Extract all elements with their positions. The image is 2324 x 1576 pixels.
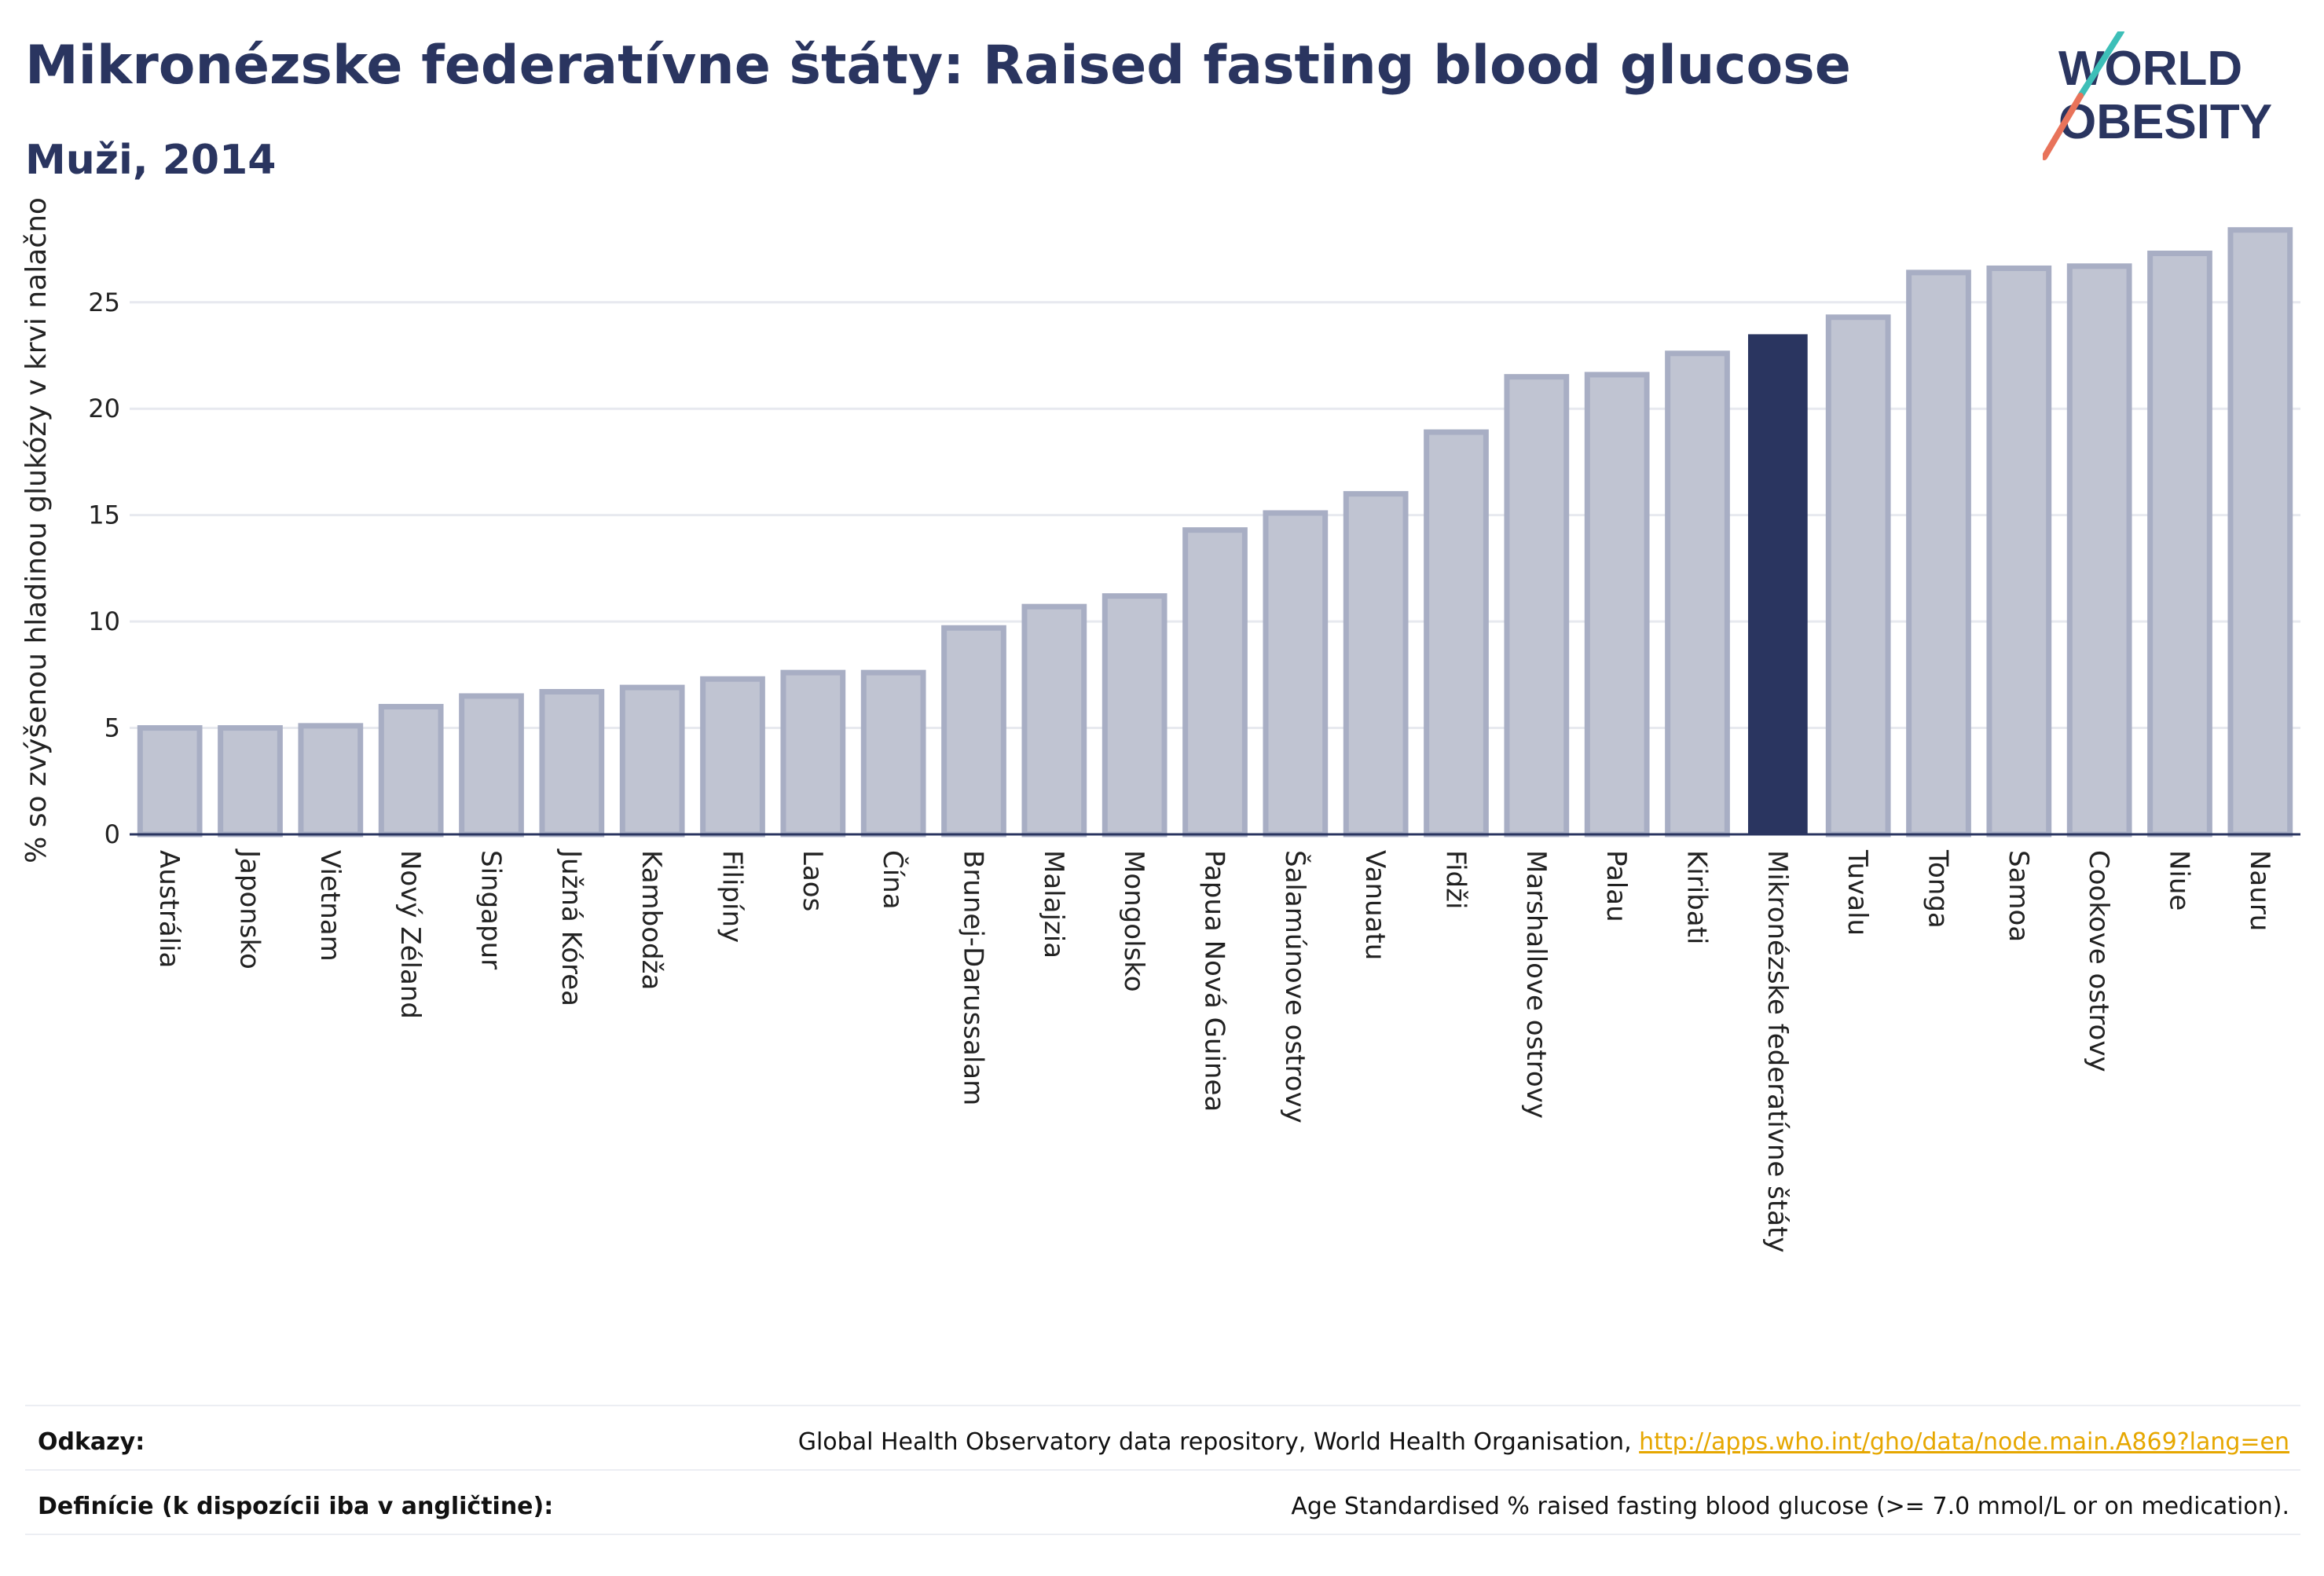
sources-link[interactable]: http://apps.who.int/gho/data/node.main.A… — [1639, 1428, 2289, 1456]
x-tick-label: Mikronézske federatívne štáty — [1761, 850, 1793, 1252]
x-tick-label: Filipíny — [717, 850, 748, 943]
y-tick-label: 15 — [88, 500, 120, 530]
chart-subtitle: Muži, 2014 — [25, 137, 277, 184]
bar — [1665, 350, 1730, 837]
y-tick-label: 25 — [88, 288, 120, 317]
bar — [459, 693, 524, 837]
sources-label: Odkazy: — [38, 1428, 145, 1456]
bar — [700, 676, 765, 837]
y-axis-label: % so zvýšenou hladinou glukózy v krvi na… — [20, 197, 53, 863]
sources-description: Global Health Observatory data repositor… — [797, 1428, 1640, 1456]
x-tick-label: Malajzia — [1038, 850, 1069, 958]
y-tick-label: 5 — [104, 713, 120, 743]
x-tick-label: Cookove ostrovy — [2083, 850, 2114, 1072]
bar — [780, 669, 846, 837]
x-tick-label: Južná Kórea — [555, 848, 587, 1006]
x-tick-label: Palau — [1600, 850, 1632, 922]
bar — [2227, 227, 2293, 837]
bar — [1182, 527, 1248, 837]
x-tick-label: Nauru — [2244, 850, 2275, 931]
sources-text: Global Health Observatory data repositor… — [798, 1428, 2289, 1456]
bar-highlighted — [1747, 334, 1808, 834]
x-tick-label: Čína — [877, 850, 909, 910]
footer-divider-top — [25, 1405, 2300, 1406]
bar-chart: 0 5 10 15 20 25 % so zvýšenou hladinou glukózy… — [20, 197, 2300, 1252]
definitions-text: Age Standardised % raised fasting blood … — [1291, 1493, 2289, 1520]
x-tick-label: Nový Zéland — [394, 850, 426, 1019]
bar — [1584, 372, 1650, 837]
bar — [619, 684, 685, 837]
x-tick-label: Laos — [797, 850, 828, 911]
x-tick-label: Mongolsko — [1118, 850, 1149, 992]
bar — [539, 689, 605, 837]
bar — [218, 725, 283, 837]
x-tick-label: Tuvalu — [1842, 849, 1873, 936]
x-tick-label: Fidži — [1440, 850, 1472, 909]
world-obesity-logo: WORLD OBESITY — [2043, 31, 2272, 160]
definitions-label: Definície (k dispozícii iba v angličtine… — [38, 1493, 554, 1520]
x-tick-label: Vietnam — [314, 850, 346, 962]
x-tick-label: Marshallove ostrovy — [1520, 850, 1552, 1119]
bar — [1906, 269, 1971, 837]
x-tick-label: Šalamúnove ostrovy — [1279, 850, 1311, 1123]
bar — [298, 723, 364, 837]
x-tick-label: Japonsko — [234, 848, 266, 969]
x-tick-label: Niue — [2164, 850, 2195, 911]
bar — [1986, 265, 2052, 837]
y-tick-label: 20 — [88, 394, 120, 423]
chart-title: Mikronézske federatívne štáty: Raised fa… — [25, 35, 1851, 97]
bar — [1263, 510, 1329, 837]
x-tick-label: Singapur — [475, 850, 507, 969]
y-tick-label: 0 — [104, 819, 120, 849]
x-tick-label: Kambodža — [636, 850, 667, 990]
x-tick-label: Brunej-Darussalam — [958, 850, 989, 1105]
bar — [860, 669, 926, 837]
x-tick-label: Austrália — [153, 850, 185, 968]
bar — [1102, 593, 1167, 837]
bar — [1424, 429, 1489, 837]
bar — [1825, 314, 1891, 837]
bar — [137, 725, 203, 837]
bar — [2066, 263, 2132, 837]
bar — [941, 625, 1006, 837]
x-tick-label: Vanuatu — [1359, 850, 1391, 960]
bar — [1343, 491, 1409, 837]
footer-divider-bottom — [25, 1534, 2300, 1535]
bar — [378, 703, 444, 837]
x-tick-label: Papua Nová Guinea — [1199, 850, 1230, 1112]
x-tick-label: Kiribati — [1681, 850, 1713, 944]
x-tick-label: Tonga — [1923, 849, 1954, 929]
y-tick-label: 10 — [88, 607, 120, 636]
bar — [2147, 251, 2212, 837]
svg-text:OBESITY: OBESITY — [2058, 95, 2272, 149]
footer-divider-middle — [25, 1469, 2300, 1471]
bar — [1504, 374, 1570, 837]
bar — [1021, 603, 1087, 837]
x-tick-label: Samoa — [2003, 850, 2034, 942]
